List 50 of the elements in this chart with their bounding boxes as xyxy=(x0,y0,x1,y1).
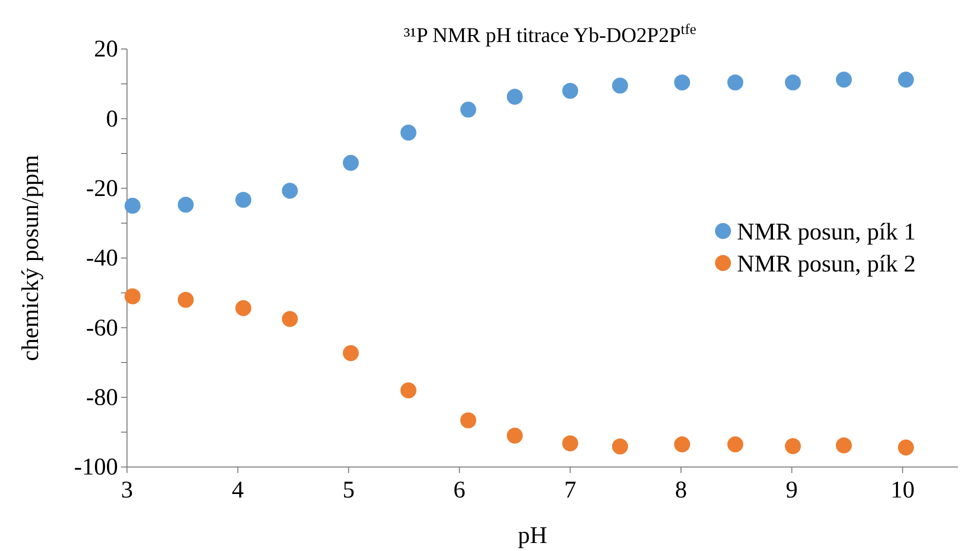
x-tick-label: 8 xyxy=(675,478,687,504)
x-tick-label: 9 xyxy=(786,478,798,504)
point xyxy=(235,192,252,208)
legend-label: NMR posun, pík 1 xyxy=(737,219,916,246)
point xyxy=(506,88,523,105)
point xyxy=(506,428,523,444)
y-tick-label: -40 xyxy=(86,246,118,272)
point xyxy=(562,82,578,99)
point xyxy=(400,124,416,141)
y-axis-title: chemický posun/ppm xyxy=(18,154,44,361)
chart-title: ³¹P NMR pH titrace Yb-DO2P2P$^{tfe}$ xyxy=(404,22,697,47)
x-tick-label: 5 xyxy=(342,478,355,504)
point xyxy=(836,72,852,88)
point xyxy=(674,436,690,452)
point xyxy=(342,154,359,171)
y-tick-label: -100 xyxy=(74,454,118,481)
point xyxy=(124,198,141,214)
y-tick-label: -20 xyxy=(86,176,118,202)
point xyxy=(400,382,416,398)
point xyxy=(460,412,476,428)
point xyxy=(460,102,476,118)
y-tick-label: -60 xyxy=(86,315,118,342)
x-tick-label: 4 xyxy=(232,478,244,504)
point xyxy=(178,196,194,213)
point xyxy=(124,288,141,304)
point xyxy=(612,438,628,454)
x-axis-title: pH xyxy=(518,523,548,549)
point xyxy=(342,345,359,362)
y-tick-label: 0 xyxy=(106,106,118,132)
point xyxy=(562,435,578,452)
point xyxy=(898,440,914,456)
legend-label: NMR posun, pík 2 xyxy=(737,251,916,278)
point xyxy=(235,300,252,316)
point xyxy=(898,72,914,88)
x-tick-label: 7 xyxy=(564,478,576,504)
point xyxy=(727,436,744,452)
x-tick-label: 3 xyxy=(121,478,133,504)
point xyxy=(178,292,194,308)
point xyxy=(282,310,298,327)
y-tick-label: -80 xyxy=(86,385,118,412)
point xyxy=(282,182,298,199)
point xyxy=(727,74,744,90)
point xyxy=(612,78,628,94)
x-tick-label: 6 xyxy=(453,478,466,504)
x-tick-label: 10 xyxy=(890,478,915,504)
point xyxy=(674,74,690,90)
y-tick-label: 20 xyxy=(94,36,118,63)
point xyxy=(784,438,801,454)
point xyxy=(836,437,852,454)
point xyxy=(784,74,801,90)
